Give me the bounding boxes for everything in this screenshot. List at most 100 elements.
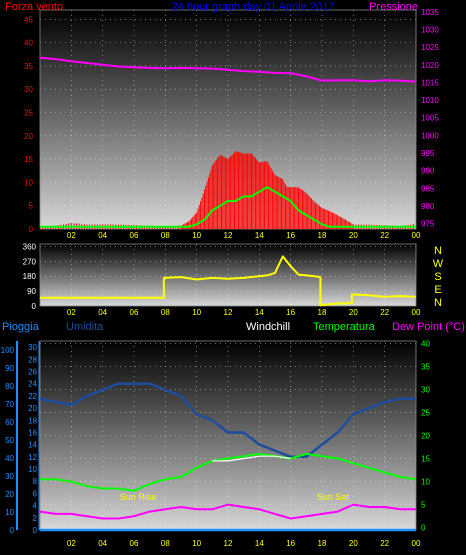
compass-letter: N <box>434 297 442 309</box>
temperature-tick-label: 20 <box>421 432 430 441</box>
pressure-tick-label: 1015 <box>421 78 439 87</box>
hour-tick-label: 22 <box>380 539 389 548</box>
hour-tick-labels: 02 04 06 08 10 12 14 16 18 20 22 00 02 04 06 08 10 12 14 16… <box>67 231 421 548</box>
direction-tick-label: 90 <box>27 287 36 296</box>
humidity-line <box>39 382 416 459</box>
pressure-tick-label: 1005 <box>421 114 439 123</box>
humidity-tick-label: 28 <box>28 355 37 364</box>
hour-tick-label: 20 <box>349 308 358 317</box>
hour-tick-label: 10 <box>192 308 201 317</box>
rain-tick-label: 100 <box>1 346 15 355</box>
hour-tick-label: 08 <box>161 308 170 317</box>
pressure-tick-label: 1035 <box>421 8 439 17</box>
humidity-tick-label: 24 <box>28 380 37 389</box>
rain-tick-label: 20 <box>5 490 14 499</box>
direction-tick-label: 180 <box>23 272 37 281</box>
sunrise-label: Sun Rise <box>120 492 157 502</box>
sunset-label: Sun Set <box>317 492 350 502</box>
pressure-tick-label: 1020 <box>421 61 439 70</box>
middle-grid <box>39 243 417 307</box>
hour-tick-label: 10 <box>192 231 201 240</box>
chart-title: 24 hour graph day 01 Aprile 2017 <box>172 1 335 13</box>
wind-tick-label: 30 <box>24 85 33 94</box>
hour-tick-label: 00 <box>412 308 421 317</box>
hour-tick-label: 14 <box>255 539 264 548</box>
hour-tick-label: 06 <box>130 231 139 240</box>
hour-tick-label: 06 <box>130 308 139 317</box>
temperature-tick-label: 35 <box>421 362 430 371</box>
wind-tick-label: 20 <box>24 132 33 141</box>
pressure-tick-label: 990 <box>421 167 435 176</box>
rain-tick-labels: 0 10 20 30 40 50 60 70 80 90 100 <box>1 346 15 535</box>
hour-tick-label: 02 <box>67 539 76 548</box>
pressure-tick-label: 975 <box>421 220 435 229</box>
temperature-tick-label: 15 <box>421 455 430 464</box>
hour-tick-label: 20 <box>349 539 358 548</box>
hour-tick-label: 18 <box>318 539 327 548</box>
temperature-tick-label: 40 <box>421 339 430 348</box>
direction-tick-label: 0 <box>32 302 37 311</box>
rain-tick-label: 80 <box>5 382 14 391</box>
temperature-tick-label: 10 <box>421 478 430 487</box>
hour-tick-label: 04 <box>98 231 107 240</box>
hour-tick-label: 02 <box>67 308 76 317</box>
hour-tick-label: 14 <box>255 231 264 240</box>
pressure-line <box>39 56 417 83</box>
humidity-tick-label: 4 <box>33 502 38 511</box>
hour-tick-label: 12 <box>224 539 233 548</box>
hour-tick-label: 04 <box>98 308 107 317</box>
hour-tick-label: 06 <box>130 539 139 548</box>
hour-tick-label: 16 <box>286 231 295 240</box>
hour-tick-label: 00 <box>412 231 421 240</box>
humidity-tick-label: 26 <box>28 367 37 376</box>
pressure-tick-label: 985 <box>421 184 435 193</box>
series-layer <box>39 56 417 532</box>
humidity-tick-label: 18 <box>28 416 37 425</box>
humidity-tick-label: 10 <box>28 465 37 474</box>
hour-tick-label: 16 <box>286 539 295 548</box>
hour-tick-label: 08 <box>161 231 170 240</box>
humidity-tick-label: 22 <box>28 392 37 401</box>
hour-tick-label: 12 <box>224 231 233 240</box>
temperature-tick-label: 25 <box>421 408 430 417</box>
bottom-panel <box>40 341 416 530</box>
temperature-tick-label: 5 <box>421 501 426 510</box>
hour-tick-label: 18 <box>318 231 327 240</box>
dewpoint-legend: Dew Point (°C) <box>392 321 465 333</box>
temperature-tick-labels: 0 5 10 15 20 25 30 35 40 <box>421 339 430 532</box>
windchill-line <box>212 455 291 462</box>
hour-tick-label: 10 <box>192 539 201 548</box>
dewpoint-line <box>39 503 416 520</box>
pressure-tick-label: 995 <box>421 149 435 158</box>
pressure-axis-title: Pressione <box>369 1 418 13</box>
hour-tick-label: 08 <box>161 539 170 548</box>
humidity-tick-label: 30 <box>28 343 37 352</box>
hour-tick-label: 04 <box>98 539 107 548</box>
hour-tick-label: 02 <box>67 231 76 240</box>
wind-tick-label: 25 <box>24 109 33 118</box>
compass-letter: E <box>434 284 441 296</box>
wind-tick-label: 15 <box>24 155 33 164</box>
hour-tick-label: 22 <box>380 231 389 240</box>
panel-border <box>39 243 417 307</box>
humidity-tick-label: 20 <box>28 404 37 413</box>
wind-tick-label: 35 <box>24 62 33 71</box>
direction-tick-labels: 0 90 180 270 360 <box>23 242 37 311</box>
pressure-tick-label: 1010 <box>421 96 439 105</box>
wind-tick-label: 45 <box>24 15 33 24</box>
rain-tick-label: 70 <box>5 400 14 409</box>
hour-tick-label: 18 <box>318 308 327 317</box>
pressure-tick-label: 1025 <box>421 43 439 52</box>
hour-tick-label: 14 <box>255 308 264 317</box>
humidity-axis-title: Umidita <box>66 321 104 333</box>
windchill-legend: Windchill <box>246 321 290 333</box>
pressure-tick-label: 1030 <box>421 25 439 34</box>
rain-tick-label: 90 <box>5 364 14 373</box>
pressure-tick-label: 980 <box>421 202 435 211</box>
temperature-legend: Temperatura <box>313 321 376 333</box>
wind-average-line <box>40 186 416 228</box>
temperature-tick-label: 30 <box>421 385 430 394</box>
